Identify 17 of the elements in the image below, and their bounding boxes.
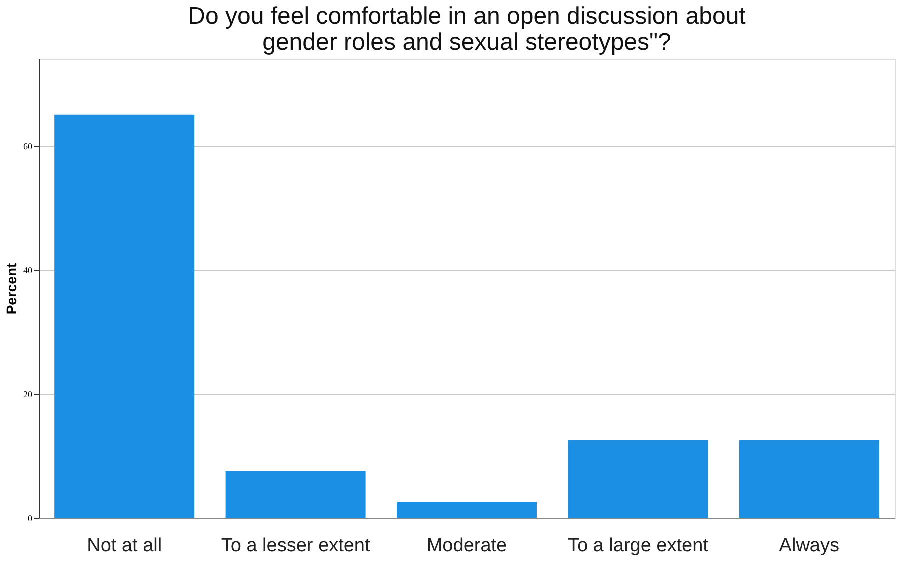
bar [54,114,195,518]
y-tick-label: 40 [24,265,33,276]
text: gender roles and sexual stereotypes"? [262,29,672,56]
x-tick-label: To a lesser extent [221,536,371,556]
y-tick-label: 20 [24,389,33,400]
x-tick-label: To a large extent [568,536,710,556]
bar [397,502,537,518]
y-tick-label: 0 [28,514,33,524]
x-tick-label: Always [779,536,840,556]
bar [226,471,366,518]
y-tick-label: 60 [24,141,33,152]
x-tick-label: Not at all [87,536,162,556]
text: Do you feel comfortable in an open discussion about [188,3,746,30]
x-tick-label: Moderate [426,536,508,556]
y-axis-title: Percent [4,262,20,315]
bar [739,440,880,518]
bar [568,440,708,518]
